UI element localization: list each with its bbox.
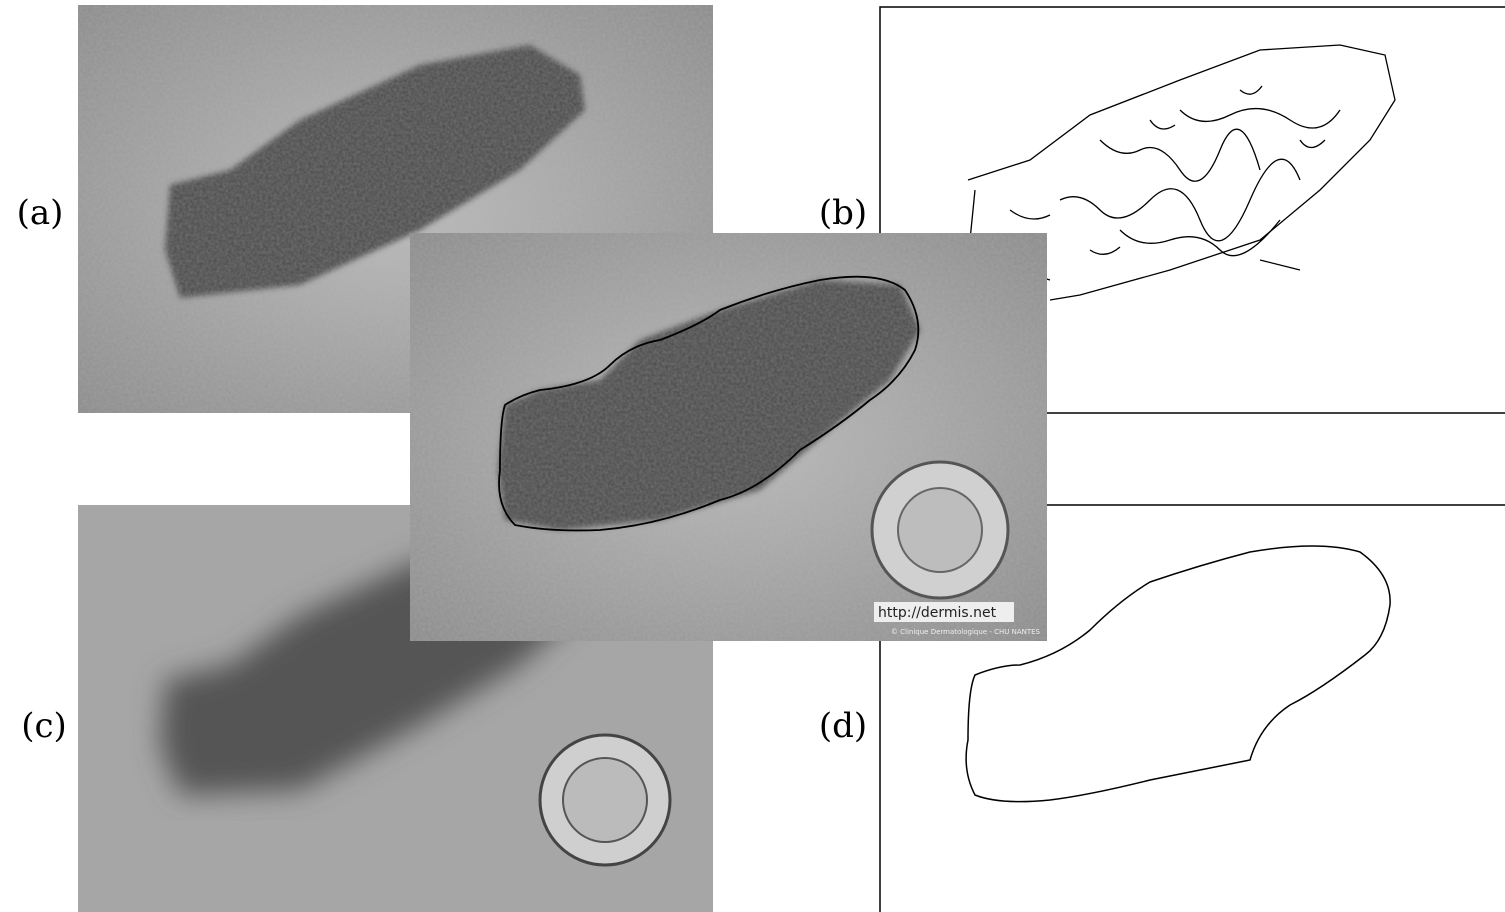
figure: http://dermis.net © Clinique Dermatologi…	[0, 0, 1505, 912]
panel-label: (d)	[819, 706, 867, 746]
page: http://dermis.net © Clinique Dermatologi…	[0, 0, 1505, 912]
panel-label: (c)	[21, 706, 67, 746]
seal-inner	[898, 488, 982, 572]
watermark-url: http://dermis.net	[878, 605, 997, 621]
panel-label: (b)	[819, 193, 867, 233]
watermark-credit: © Clinique Dermatologique - CHU NANTES	[891, 628, 1041, 636]
seal-inner	[563, 758, 647, 842]
image-overlay: http://dermis.net © Clinique Dermatologi…	[410, 233, 1047, 641]
panel-label: (a)	[17, 193, 64, 233]
